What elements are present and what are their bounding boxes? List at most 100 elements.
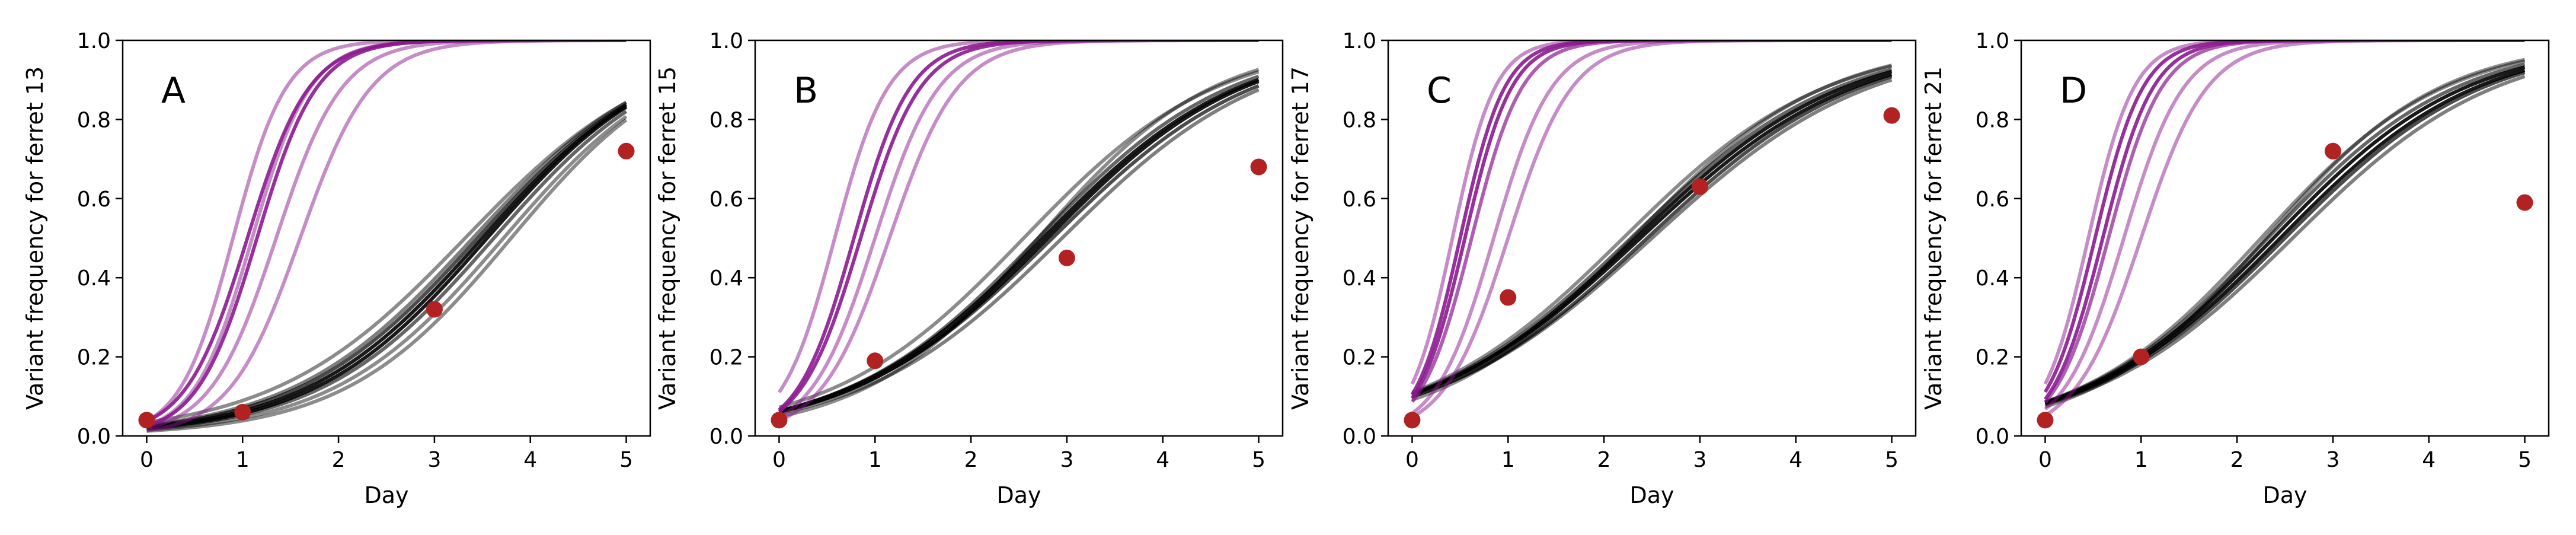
wildtype-curve-2 (146, 115, 628, 432)
y-tick-label: 1.0 (1976, 29, 2009, 53)
x-tick-label: 0 (140, 448, 154, 472)
panel-b: 0 1 2 3 4 5 0.0 0.2 0.4 0.6 0.8 1.0 Day Variant frequ… (654, 29, 1284, 508)
panel-letter: D (2060, 70, 2087, 112)
y-tick-label: 0.0 (1976, 425, 2009, 449)
wildtype-curve-1 (146, 118, 628, 433)
plot-frame (122, 39, 651, 437)
observed-point (1058, 249, 1075, 266)
plot-frame (1387, 39, 1917, 437)
y-tick-label: 0.0 (77, 425, 111, 449)
curves (2043, 40, 2526, 417)
wildtype-curve-7 (2044, 58, 2526, 409)
variant-curve-2 (778, 40, 1259, 412)
x-tick-label: 3 (1693, 448, 1706, 472)
y-tick-label: 0.4 (1343, 266, 1376, 291)
wildtype-curve-1 (778, 70, 1260, 409)
x-axis-label: Day (364, 482, 408, 508)
observed-point (138, 412, 155, 429)
wildtype-curve-5 (2044, 71, 2526, 406)
curves (1410, 40, 1893, 419)
y-tick-label: 0.0 (709, 425, 743, 449)
x-tick-label: 1 (1501, 448, 1515, 472)
panel-c: 0 1 2 3 4 5 0.0 0.2 0.4 0.6 0.8 1.0 Day Variant frequ… (1287, 29, 1917, 508)
y-tick-label: 0.8 (1976, 108, 2009, 132)
x-tick-label: 4 (2422, 448, 2436, 472)
x-tick-label: 1 (2134, 448, 2148, 472)
x-tick-label: 2 (2230, 448, 2244, 472)
observed-point (2133, 348, 2150, 365)
observed-point (1691, 178, 1708, 195)
variant-curve-6 (146, 40, 627, 433)
x-tick-label: 5 (1252, 448, 1265, 472)
wildtype-curve-7 (778, 68, 1260, 419)
panel-letter: B (794, 70, 818, 112)
wildtype-curve-7 (146, 101, 627, 427)
plot-frame (2020, 39, 2550, 437)
variant-curve-5 (146, 40, 627, 430)
x-tick-label: 1 (236, 448, 250, 472)
y-tick-label: 1.0 (709, 29, 743, 53)
observed-point (1250, 158, 1267, 176)
curves (146, 40, 628, 433)
x-tick-label: 4 (1156, 448, 1169, 472)
x-tick-label: 5 (1885, 448, 1899, 472)
observed-point (2037, 412, 2054, 429)
x-axis-label: Day (996, 482, 1041, 508)
y-tick-label: 0.2 (1343, 346, 1376, 370)
wildtype-curve-4 (146, 105, 628, 430)
wildtype-curve-4 (1411, 72, 1893, 396)
x-tick-label: 2 (1597, 448, 1611, 472)
x-tick-label: 3 (427, 448, 441, 472)
x-tick-label: 4 (1789, 448, 1802, 472)
y-tick-label: 0.8 (1343, 108, 1376, 132)
variant-curve-1 (146, 40, 627, 423)
y-tick-label: 0.6 (709, 187, 743, 212)
variant-curve-5 (778, 40, 1259, 423)
x-tick-label: 4 (523, 448, 537, 472)
variant-curve-5 (2044, 40, 2525, 411)
y-tick-label: 0.2 (77, 346, 111, 370)
y-axis-label: Variant frequency for ferret 15 (654, 66, 680, 410)
wildtype-curve-6 (1411, 78, 1893, 399)
y-tick-label: 0.4 (709, 266, 743, 291)
y-axis-label: Variant frequency for ferret 17 (1287, 66, 1313, 410)
y-tick-label: 0.4 (1976, 266, 2009, 291)
x-tick-label: 0 (2038, 448, 2052, 472)
variant-curve-2 (146, 40, 627, 428)
observed-point (771, 412, 788, 429)
y-tick-label: 0.6 (1343, 187, 1376, 212)
y-axis-label: Variant frequency for ferret 21 (1920, 66, 1947, 410)
wildtype-curve-5 (778, 84, 1260, 413)
plot-frame (754, 39, 1284, 437)
y-tick-label: 0.8 (77, 108, 111, 132)
y-tick-label: 1.0 (1343, 29, 1376, 53)
y-tick-label: 0.8 (709, 108, 743, 132)
x-axis-label: Day (1629, 482, 1674, 508)
panel-a: 0 1 2 3 4 5 0.0 0.2 0.4 0.6 0.8 1.0 Day Variant frequ… (22, 29, 651, 508)
x-tick-label: 5 (2518, 448, 2532, 472)
variant-curve-4 (778, 40, 1259, 419)
y-axis-label: Variant frequency for ferret 13 (22, 66, 48, 410)
y-tick-label: 1.0 (77, 29, 111, 53)
observed-point (234, 403, 251, 421)
observed-point (426, 301, 443, 318)
y-tick-label: 0.0 (1343, 425, 1376, 449)
panel-letter: A (161, 70, 186, 112)
wildtype-curve-3 (2044, 65, 2526, 405)
observed-point (867, 352, 884, 370)
y-tick-label: 0.4 (77, 266, 111, 291)
wildtype-curve-8 (146, 101, 627, 424)
x-tick-label: 5 (619, 448, 633, 472)
panel-d: 0 1 2 3 4 5 0.0 0.2 0.4 0.6 0.8 1.0 Day Variant frequ… (1920, 29, 2550, 508)
wildtype-curve-6 (2044, 74, 2526, 406)
observed-point (2516, 194, 2533, 211)
observed-point (2324, 142, 2341, 160)
wildtype-curve-7 (1411, 63, 1893, 402)
x-tick-label: 3 (1060, 448, 1073, 472)
x-axis-label: Day (2262, 482, 2307, 508)
x-tick-label: 0 (772, 448, 786, 472)
x-tick-label: 3 (2326, 448, 2340, 472)
x-tick-label: 2 (964, 448, 978, 472)
observed-point (618, 142, 635, 160)
